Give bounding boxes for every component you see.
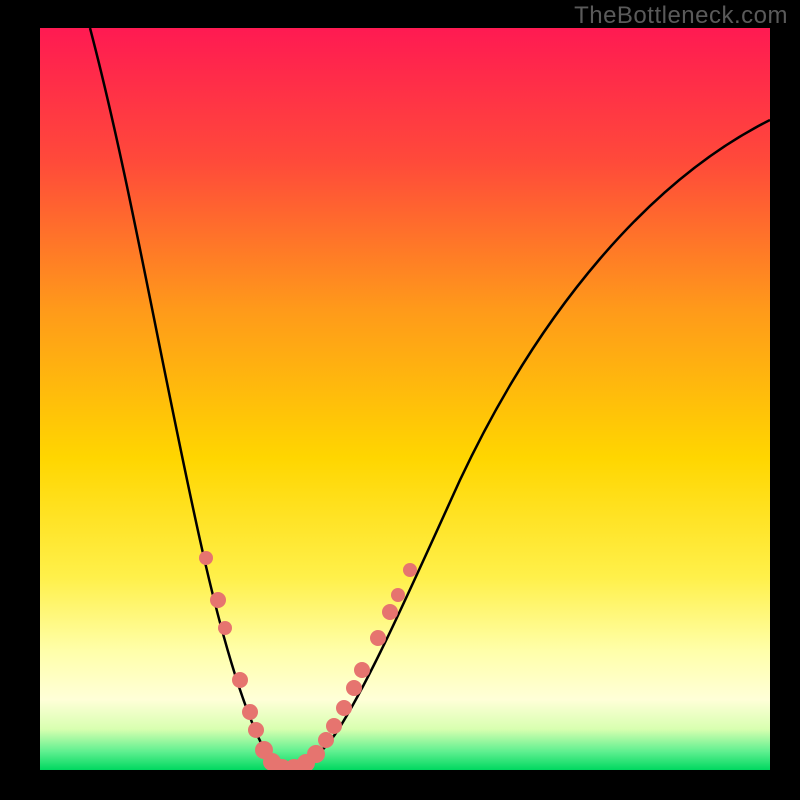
chart-container: TheBottleneck.com bbox=[0, 0, 800, 800]
data-marker bbox=[346, 680, 362, 696]
data-marker bbox=[391, 588, 405, 602]
data-marker bbox=[354, 662, 370, 678]
data-marker bbox=[307, 745, 325, 763]
data-marker bbox=[232, 672, 248, 688]
data-marker bbox=[318, 732, 334, 748]
data-marker bbox=[403, 563, 417, 577]
data-marker bbox=[242, 704, 258, 720]
data-marker bbox=[218, 621, 232, 635]
chart-svg bbox=[0, 0, 800, 800]
data-marker bbox=[199, 551, 213, 565]
data-marker bbox=[326, 718, 342, 734]
data-marker bbox=[248, 722, 264, 738]
data-marker bbox=[382, 604, 398, 620]
data-marker bbox=[370, 630, 386, 646]
data-marker bbox=[336, 700, 352, 716]
watermark-text: TheBottleneck.com bbox=[574, 2, 788, 30]
data-marker bbox=[210, 592, 226, 608]
plot-background bbox=[40, 28, 770, 770]
